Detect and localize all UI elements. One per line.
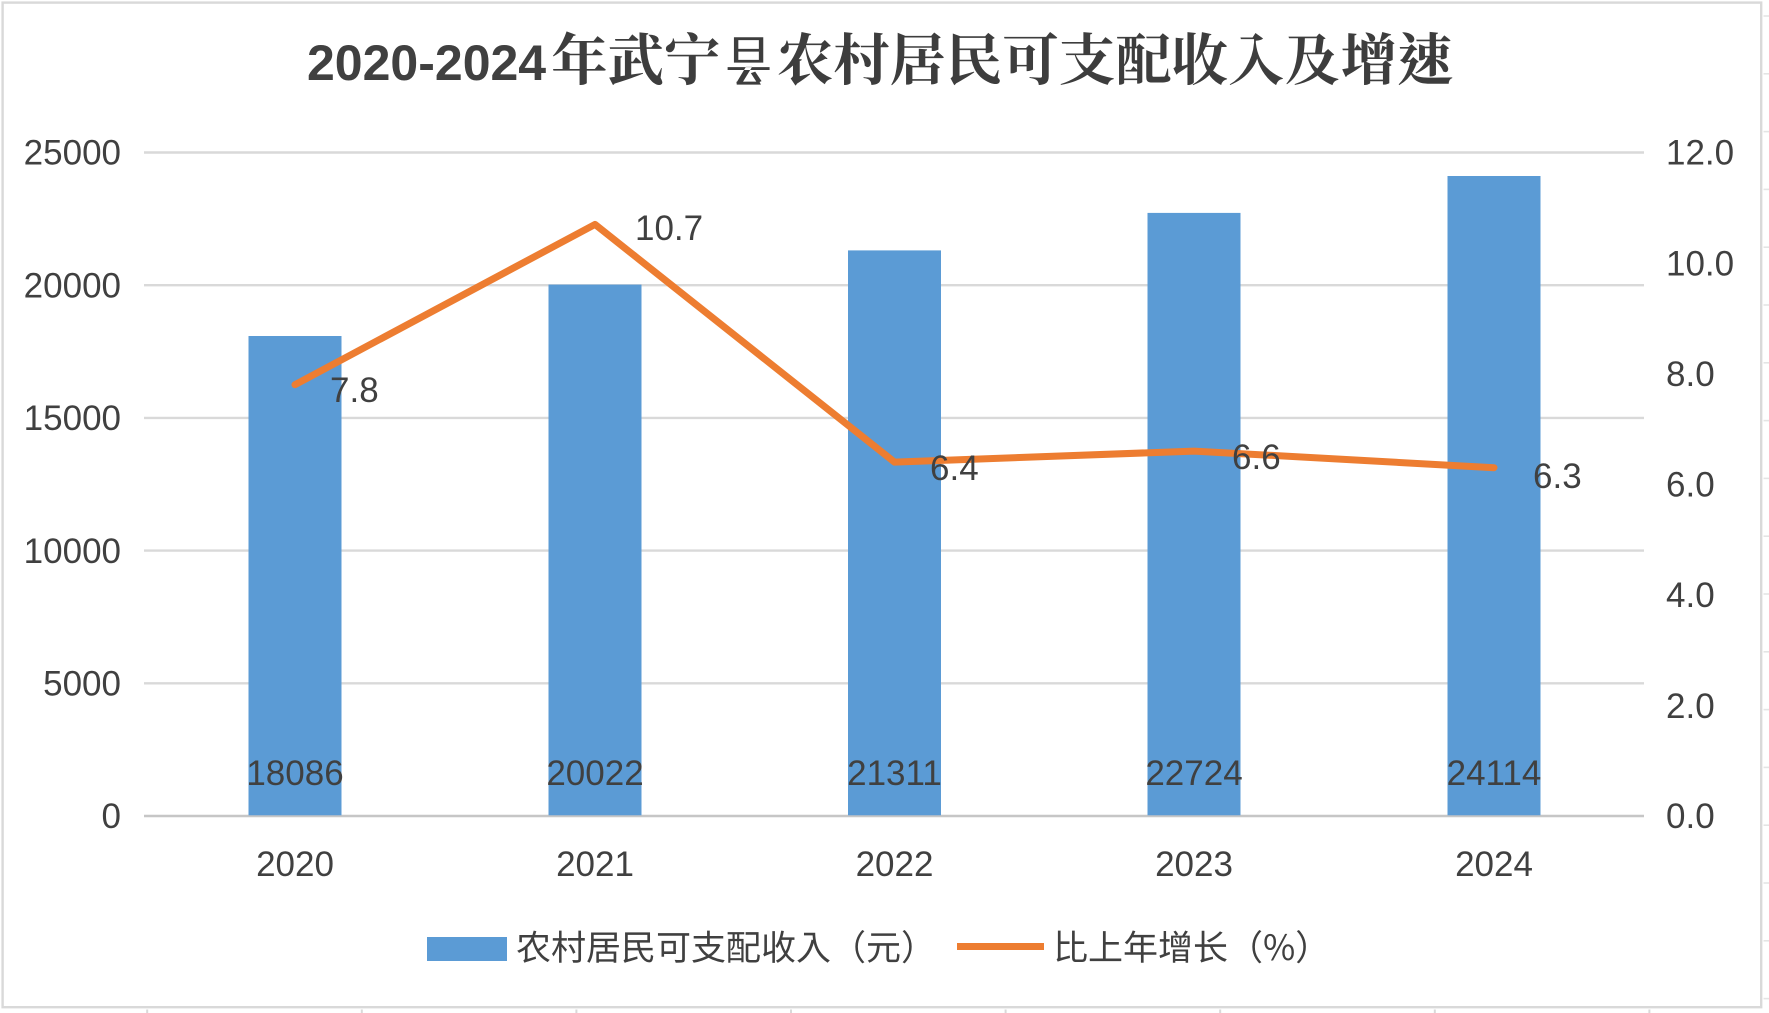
svg-text:15000: 15000 [24, 399, 121, 438]
svg-text:10.0: 10.0 [1666, 244, 1734, 283]
svg-text:25000: 25000 [24, 134, 121, 173]
svg-text:6.4: 6.4 [930, 449, 979, 488]
svg-text:0: 0 [102, 797, 121, 836]
svg-text:4.0: 4.0 [1666, 576, 1715, 615]
svg-text:8.0: 8.0 [1666, 355, 1715, 394]
svg-text:2021: 2021 [556, 845, 634, 884]
svg-text:5000: 5000 [43, 665, 121, 704]
svg-text:20000: 20000 [24, 266, 121, 305]
svg-text:24114: 24114 [1447, 754, 1542, 793]
svg-text:6.6: 6.6 [1232, 438, 1281, 477]
svg-text:2024: 2024 [1455, 845, 1533, 884]
svg-text:22724: 22724 [1145, 754, 1242, 793]
svg-text:20022: 20022 [546, 754, 643, 793]
svg-text:12.0: 12.0 [1666, 134, 1734, 173]
svg-text:10.7: 10.7 [635, 209, 703, 248]
svg-text:21311: 21311 [847, 754, 942, 793]
svg-text:0.0: 0.0 [1666, 797, 1715, 836]
svg-text:6.3: 6.3 [1533, 457, 1582, 496]
svg-text:10000: 10000 [24, 532, 121, 571]
svg-text:2020-2024: 2020-2024 [307, 35, 546, 91]
svg-text:18086: 18086 [246, 754, 343, 793]
svg-text:7.8: 7.8 [330, 371, 379, 410]
svg-text:6.0: 6.0 [1666, 466, 1715, 505]
svg-text:2.0: 2.0 [1666, 687, 1715, 726]
svg-text:2022: 2022 [856, 845, 934, 884]
svg-text:2020: 2020 [256, 845, 334, 884]
svg-text:2023: 2023 [1155, 845, 1233, 884]
